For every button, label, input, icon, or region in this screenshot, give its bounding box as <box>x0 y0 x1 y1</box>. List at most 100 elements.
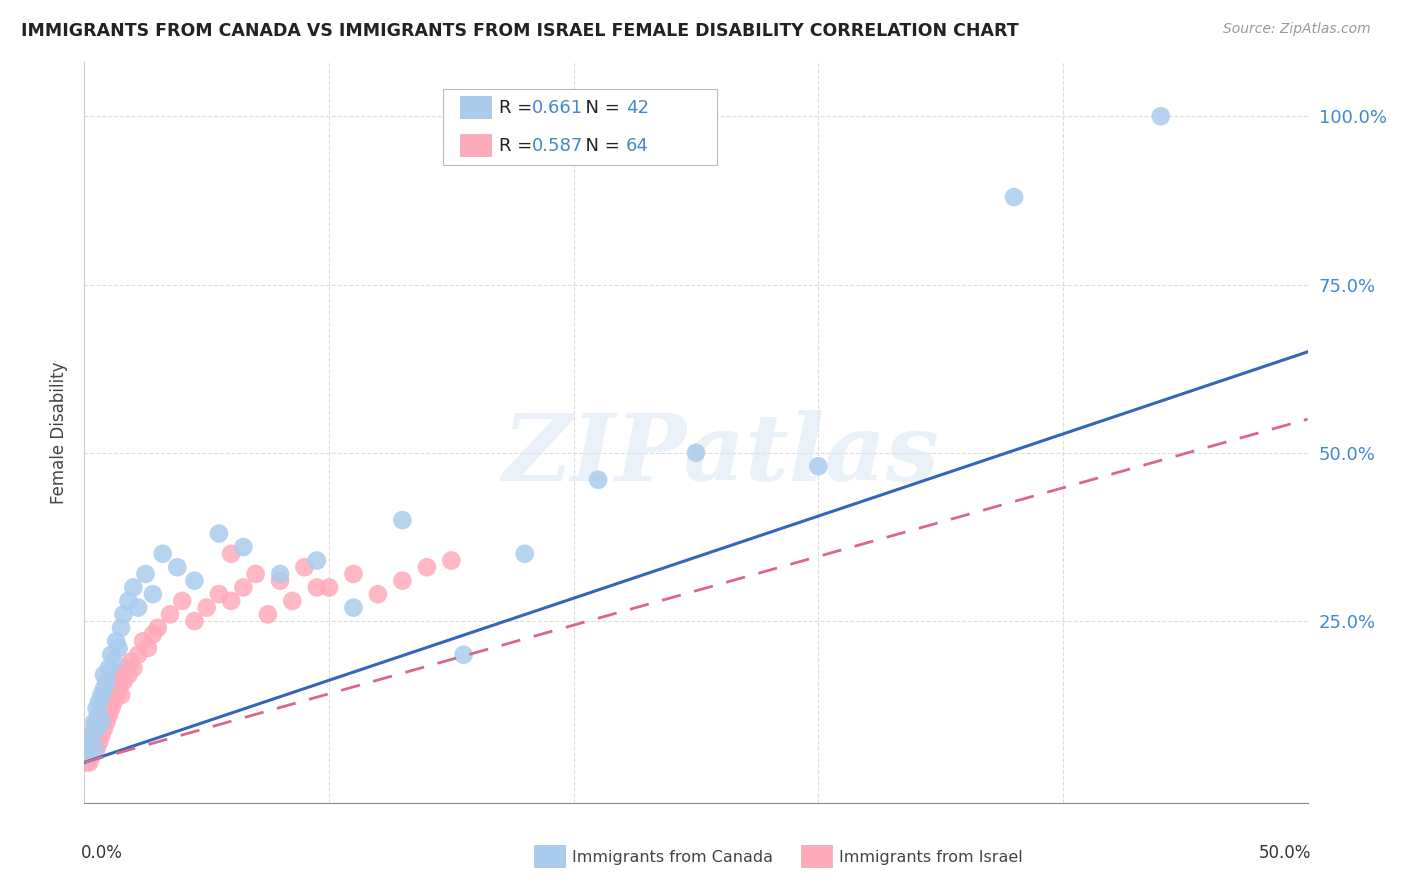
Point <box>183 614 205 628</box>
Point <box>117 668 139 682</box>
Point <box>172 594 194 608</box>
Y-axis label: Female Disability: Female Disability <box>51 361 69 504</box>
Point <box>80 729 103 743</box>
Point <box>391 513 413 527</box>
Point <box>245 566 267 581</box>
Point <box>96 701 118 715</box>
Point <box>1150 109 1173 123</box>
Point <box>76 748 98 763</box>
Point <box>77 735 100 749</box>
Text: N =: N = <box>574 99 626 117</box>
Point <box>86 701 108 715</box>
Point <box>232 581 254 595</box>
Point <box>136 640 159 655</box>
Point <box>87 695 110 709</box>
Point <box>93 701 115 715</box>
Point <box>90 688 112 702</box>
Point <box>367 587 389 601</box>
Point <box>97 695 120 709</box>
Point <box>96 674 118 689</box>
Point <box>90 714 112 729</box>
Point <box>86 742 108 756</box>
Text: 0.587: 0.587 <box>531 137 583 155</box>
Point <box>93 708 115 723</box>
Point <box>183 574 205 588</box>
Point <box>132 634 155 648</box>
Point <box>77 735 100 749</box>
Point <box>685 446 707 460</box>
Point <box>77 756 100 770</box>
Text: 42: 42 <box>626 99 648 117</box>
Point <box>219 547 242 561</box>
Point <box>120 655 142 669</box>
Point <box>318 581 340 595</box>
Text: 0.0%: 0.0% <box>80 844 122 862</box>
Point <box>232 540 254 554</box>
Point <box>86 722 108 736</box>
Point <box>440 553 463 567</box>
Point <box>112 674 135 689</box>
Point <box>80 748 103 763</box>
Text: R =: R = <box>499 99 538 117</box>
Point <box>107 640 129 655</box>
Point <box>77 742 100 756</box>
Point <box>110 668 132 682</box>
Point <box>103 681 125 696</box>
Point <box>586 473 609 487</box>
Point <box>453 648 475 662</box>
Point <box>107 681 129 696</box>
Point <box>86 714 108 729</box>
Point <box>208 526 231 541</box>
Point <box>87 708 110 723</box>
Point <box>97 661 120 675</box>
Point <box>80 742 103 756</box>
Point <box>93 668 115 682</box>
Point <box>100 648 122 662</box>
Point <box>513 547 536 561</box>
Text: ZIPatlas: ZIPatlas <box>502 409 939 500</box>
Point <box>76 748 98 763</box>
Text: 64: 64 <box>626 137 648 155</box>
Point <box>97 708 120 723</box>
Point <box>110 688 132 702</box>
Text: Immigrants from Canada: Immigrants from Canada <box>572 850 773 864</box>
Point <box>117 594 139 608</box>
Point <box>83 722 105 736</box>
Point <box>83 742 105 756</box>
Point <box>103 695 125 709</box>
Point <box>305 553 328 567</box>
Point <box>305 581 328 595</box>
Point <box>76 756 98 770</box>
Point <box>115 661 138 675</box>
Text: 50.0%: 50.0% <box>1258 844 1312 862</box>
Point <box>93 722 115 736</box>
Point <box>257 607 280 622</box>
Text: IMMIGRANTS FROM CANADA VS IMMIGRANTS FROM ISRAEL FEMALE DISABILITY CORRELATION C: IMMIGRANTS FROM CANADA VS IMMIGRANTS FRO… <box>21 22 1019 40</box>
Point <box>93 681 115 696</box>
Point <box>90 729 112 743</box>
Point <box>807 459 830 474</box>
Point <box>105 674 128 689</box>
Point <box>83 742 105 756</box>
Point <box>100 701 122 715</box>
Point <box>342 600 364 615</box>
Point <box>87 735 110 749</box>
Point <box>127 648 149 662</box>
Point <box>87 722 110 736</box>
Text: R =: R = <box>499 137 538 155</box>
Point <box>166 560 188 574</box>
Point <box>105 688 128 702</box>
Point <box>87 708 110 723</box>
Point <box>159 607 181 622</box>
Point <box>1002 190 1025 204</box>
Point <box>416 560 439 574</box>
Point <box>122 661 145 675</box>
Point <box>127 600 149 615</box>
Point <box>112 607 135 622</box>
Text: 0.661: 0.661 <box>531 99 582 117</box>
Point <box>269 574 291 588</box>
Point <box>142 627 165 641</box>
Point <box>219 594 242 608</box>
Point <box>83 735 105 749</box>
Point <box>142 587 165 601</box>
